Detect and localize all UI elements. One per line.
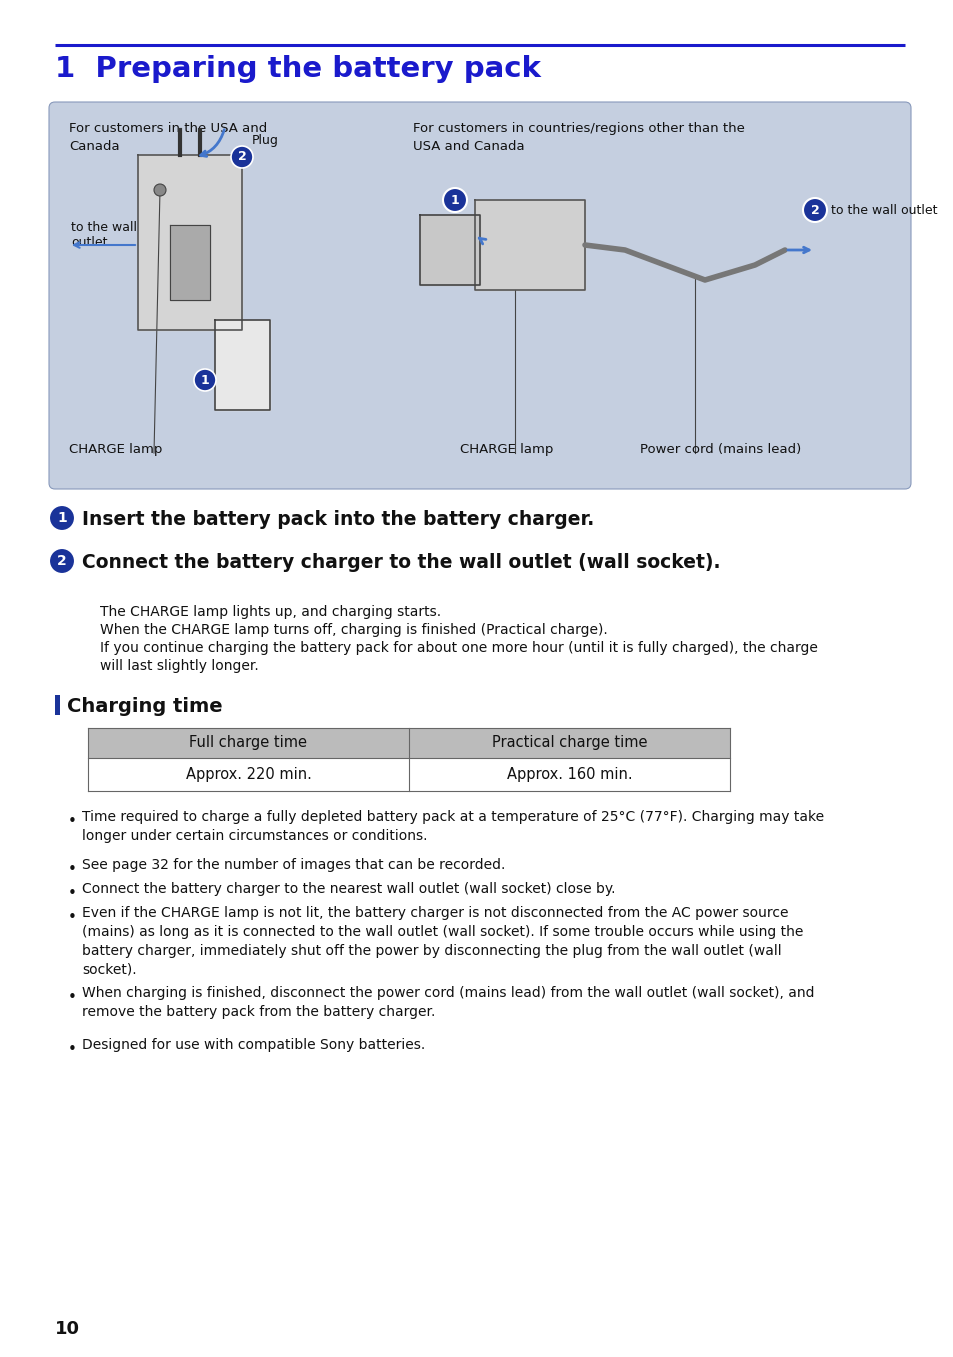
Text: Connect the battery charger to the nearest wall outlet (wall socket) close by.: Connect the battery charger to the neare… [82, 882, 615, 896]
Text: 10: 10 [55, 1320, 80, 1338]
Text: CHARGE lamp: CHARGE lamp [459, 442, 553, 456]
Text: If you continue charging the battery pack for about one more hour (until it is f: If you continue charging the battery pac… [100, 641, 817, 655]
Text: 2: 2 [810, 204, 819, 217]
Text: will last slightly longer.: will last slightly longer. [100, 660, 258, 673]
Text: Even if the CHARGE lamp is not lit, the battery charger is not disconnected from: Even if the CHARGE lamp is not lit, the … [82, 906, 802, 977]
Text: Full charge time: Full charge time [190, 735, 307, 750]
Circle shape [49, 548, 75, 574]
Text: Approx. 220 min.: Approx. 220 min. [186, 767, 311, 782]
Bar [88, 727, 729, 759]
Text: •: • [68, 991, 77, 1006]
Polygon shape [214, 320, 270, 410]
Text: Time required to charge a fully depleted battery pack at a temperature of 25°C (: Time required to charge a fully depleted… [82, 810, 823, 843]
Text: 1: 1 [450, 194, 459, 206]
Text: 1: 1 [57, 512, 67, 525]
Text: 1: 1 [200, 373, 209, 387]
Text: USA and Canada: USA and Canada [413, 140, 524, 153]
Text: to the wall outlet: to the wall outlet [830, 204, 937, 217]
Text: Power cord (mains lead): Power cord (mains lead) [639, 442, 801, 456]
Text: Insert the battery pack into the battery charger.: Insert the battery pack into the battery… [82, 510, 594, 529]
Text: Designed for use with compatible Sony batteries.: Designed for use with compatible Sony ba… [82, 1038, 425, 1052]
Bar [88, 759, 729, 791]
Text: •: • [68, 911, 77, 925]
Text: 1  Preparing the battery pack: 1 Preparing the battery pack [55, 56, 540, 83]
Text: CHARGE lamp: CHARGE lamp [69, 442, 162, 456]
Text: Plug: Plug [252, 134, 278, 147]
Circle shape [442, 189, 467, 212]
Text: •: • [68, 814, 77, 829]
Polygon shape [419, 214, 479, 285]
Text: Canada: Canada [69, 140, 119, 153]
Text: Practical charge time: Practical charge time [491, 735, 646, 750]
Text: The CHARGE lamp lights up, and charging starts.: The CHARGE lamp lights up, and charging … [100, 605, 440, 619]
Bar [55, 695, 60, 715]
Circle shape [231, 147, 253, 168]
Text: See page 32 for the number of images that can be recorded.: See page 32 for the number of images tha… [82, 858, 505, 873]
Text: When charging is finished, disconnect the power cord (mains lead) from the wall : When charging is finished, disconnect th… [82, 987, 814, 1019]
Text: Approx. 160 min.: Approx. 160 min. [506, 767, 632, 782]
FancyBboxPatch shape [49, 102, 910, 489]
Text: Charging time: Charging time [67, 697, 222, 716]
Circle shape [153, 185, 166, 195]
Text: 2: 2 [57, 554, 67, 569]
Text: to the wall
outlet: to the wall outlet [71, 221, 137, 248]
Text: For customers in the USA and: For customers in the USA and [69, 122, 267, 134]
Text: Connect the battery charger to the wall outlet (wall socket).: Connect the battery charger to the wall … [82, 554, 720, 573]
Text: For customers in countries/regions other than the: For customers in countries/regions other… [413, 122, 744, 134]
Circle shape [193, 369, 215, 391]
Text: •: • [68, 1042, 77, 1057]
Circle shape [49, 505, 75, 531]
Text: •: • [68, 886, 77, 901]
Circle shape [802, 198, 826, 223]
Text: •: • [68, 862, 77, 877]
Polygon shape [138, 155, 242, 330]
Text: 2: 2 [237, 151, 246, 163]
Text: When the CHARGE lamp turns off, charging is finished (Practical charge).: When the CHARGE lamp turns off, charging… [100, 623, 607, 636]
Polygon shape [170, 225, 210, 300]
Polygon shape [475, 199, 584, 290]
